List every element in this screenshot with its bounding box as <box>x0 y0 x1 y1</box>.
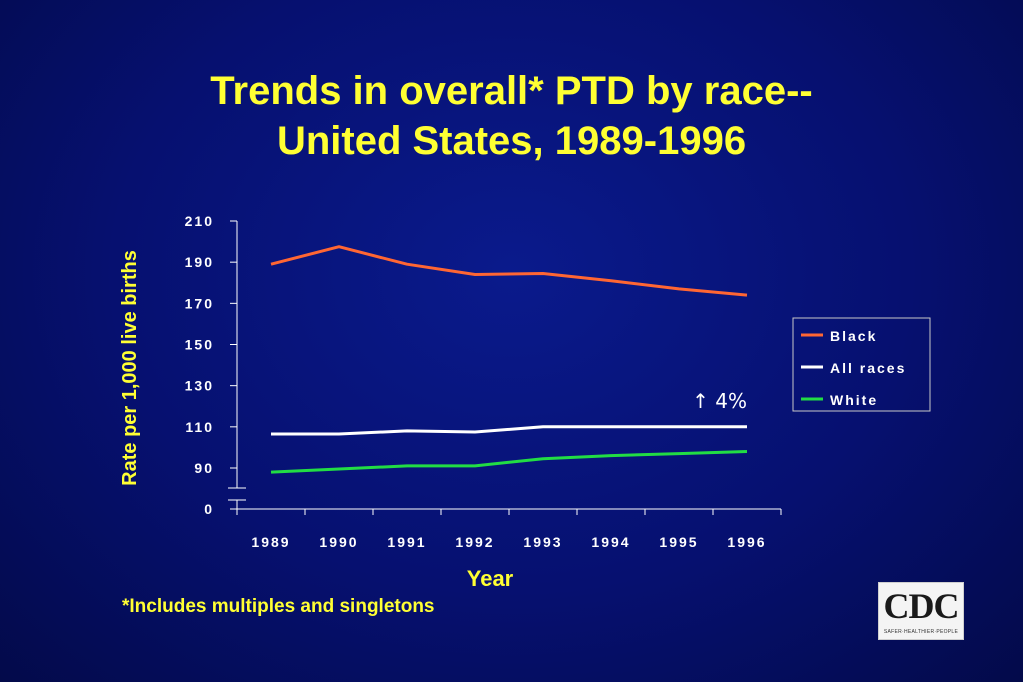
x-tick-label: 1993 <box>523 534 562 550</box>
cdc-logo-tagline: SAFER·HEALTHIER·PEOPLE <box>883 629 959 635</box>
series-line-white <box>270 450 748 474</box>
legend-label-all-races: All races <box>830 360 906 376</box>
y-tick-label: 210 <box>185 213 214 229</box>
y-tick-label: 170 <box>185 295 214 311</box>
slide-title: Trends in overall* PTD by race-- United … <box>0 66 1023 166</box>
x-tick-label: 1990 <box>319 534 358 550</box>
y-tick-label: 150 <box>185 337 214 353</box>
y-tick-label: 110 <box>185 419 214 435</box>
annotation-label: ↑ 4% <box>692 389 747 413</box>
legend-label-black: Black <box>830 328 877 344</box>
legend-label-white: White <box>830 392 878 408</box>
x-tick-label: 1992 <box>455 534 494 550</box>
cdc-logo: CDC SAFER·HEALTHIER·PEOPLE <box>878 582 964 640</box>
y-tick-label: 130 <box>185 378 214 394</box>
y-tick-label: 90 <box>194 460 214 476</box>
footnote: *Includes multiples and singletons <box>122 596 435 617</box>
y-axis-title: Rate per 1,000 live births <box>119 250 141 486</box>
title-line-2: United States, 1989-1996 <box>276 119 747 163</box>
x-axis-title: Year <box>467 566 514 591</box>
x-tick-label: 1989 <box>251 534 290 550</box>
cdc-logo-letters: CDC <box>883 586 960 626</box>
x-tick-label: 1995 <box>659 534 698 550</box>
x-tick-label: 1994 <box>591 534 630 550</box>
series-line-all-races <box>271 425 747 436</box>
x-tick-label: 1991 <box>387 534 426 550</box>
x-tick-label: 1996 <box>727 534 766 550</box>
legend-box <box>792 317 931 412</box>
title-line-1: Trends in overall* PTD by race-- <box>210 69 813 113</box>
y-tick-label: 190 <box>185 254 214 270</box>
series-line-black <box>270 245 748 297</box>
y-tick-label: 0 <box>204 501 214 517</box>
